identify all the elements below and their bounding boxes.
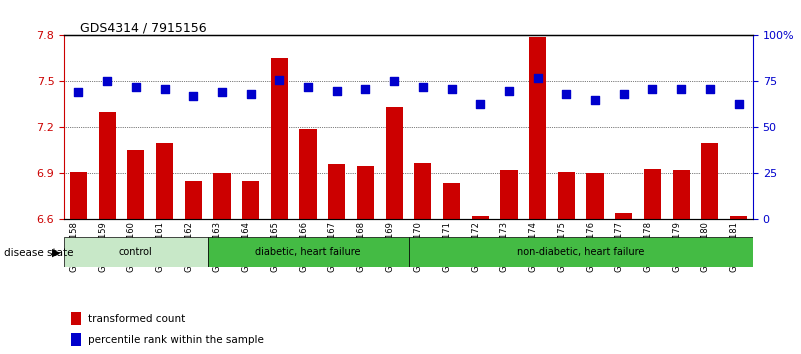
Bar	[414, 163, 432, 219]
Point	[732, 101, 745, 106]
Point	[445, 86, 458, 92]
Bar	[501, 170, 517, 219]
Bar	[184, 181, 202, 219]
Point	[187, 93, 199, 99]
Bar	[71, 312, 82, 325]
Point	[502, 88, 515, 93]
Bar	[328, 164, 345, 219]
Bar	[242, 181, 260, 219]
Bar	[300, 129, 316, 219]
Text: transformed count: transformed count	[88, 314, 186, 324]
Text: GDS4314 / 7915156: GDS4314 / 7915156	[80, 21, 207, 34]
Point	[359, 86, 372, 92]
Point	[273, 77, 286, 82]
Text: ▶: ▶	[52, 248, 61, 258]
Point	[589, 97, 602, 103]
Bar	[730, 216, 747, 219]
Bar	[70, 172, 87, 219]
FancyBboxPatch shape	[64, 237, 207, 267]
Point	[703, 86, 716, 92]
Bar	[127, 150, 144, 219]
Text: non-diabetic, heart failure: non-diabetic, heart failure	[517, 247, 645, 257]
Point	[618, 91, 630, 97]
Point	[130, 84, 143, 90]
Bar	[586, 173, 604, 219]
Point	[474, 101, 487, 106]
Point	[417, 84, 429, 90]
Point	[560, 91, 573, 97]
Point	[330, 88, 343, 93]
Bar	[71, 333, 82, 346]
Point	[244, 91, 257, 97]
Bar	[99, 112, 115, 219]
Point	[158, 86, 171, 92]
Bar	[701, 143, 718, 219]
Text: percentile rank within the sample: percentile rank within the sample	[88, 335, 264, 345]
Bar	[472, 216, 489, 219]
Point	[101, 79, 114, 84]
Point	[72, 90, 85, 95]
Point	[674, 86, 687, 92]
Bar	[443, 183, 460, 219]
FancyBboxPatch shape	[207, 237, 409, 267]
Bar	[673, 170, 690, 219]
Point	[646, 86, 659, 92]
Bar	[156, 143, 173, 219]
Bar	[615, 213, 632, 219]
Bar	[271, 58, 288, 219]
Text: diabetic, heart failure: diabetic, heart failure	[256, 247, 360, 257]
Bar	[385, 108, 403, 219]
Bar	[529, 37, 546, 219]
Bar	[557, 172, 575, 219]
FancyBboxPatch shape	[409, 237, 753, 267]
Point	[302, 84, 315, 90]
Bar	[356, 166, 374, 219]
Point	[215, 90, 228, 95]
Point	[388, 79, 400, 84]
Point	[531, 75, 544, 81]
Bar	[213, 173, 231, 219]
Bar	[644, 169, 661, 219]
Text: control: control	[119, 247, 153, 257]
Text: disease state: disease state	[4, 248, 74, 258]
